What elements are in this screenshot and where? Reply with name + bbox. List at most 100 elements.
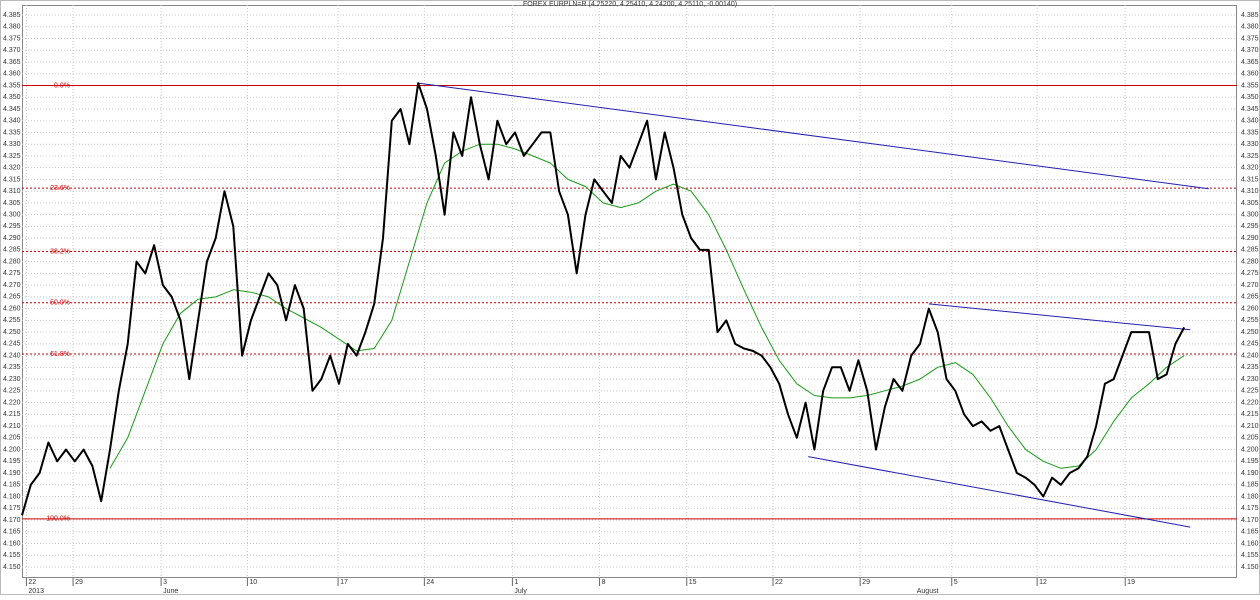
- y-tick-label-right: 4.200: [1241, 446, 1259, 453]
- y-tick-label-right: 4.220: [1241, 399, 1259, 406]
- y-tick-label: 4.180: [3, 493, 21, 500]
- y-tick-label: 4.345: [3, 106, 21, 113]
- y-tick-label: 4.175: [3, 505, 21, 512]
- y-tick-label-right: 4.195: [1241, 458, 1259, 465]
- y-tick-label: 4.290: [3, 235, 21, 242]
- y-tick-label: 4.360: [3, 71, 21, 78]
- y-tick-label: 4.265: [3, 294, 21, 301]
- y-tick-label-right: 4.225: [1241, 388, 1259, 395]
- y-tick-label: 4.155: [3, 552, 21, 559]
- y-tick-label-right: 4.165: [1241, 529, 1259, 536]
- x-tick-label: 22: [775, 579, 783, 586]
- x-tick-label: 5: [954, 579, 958, 586]
- y-tick-label: 4.210: [3, 423, 21, 430]
- x-tick-label: 3: [163, 579, 167, 586]
- y-tick-label-right: 4.375: [1241, 35, 1259, 42]
- y-tick-label: 4.340: [3, 118, 21, 125]
- y-tick-label-right: 4.335: [1241, 129, 1259, 136]
- y-tick-label: 4.255: [3, 317, 21, 324]
- y-tick-label-right: 4.355: [1241, 82, 1259, 89]
- x-tick-label: 8: [602, 579, 606, 586]
- y-tick-label-right: 4.210: [1241, 423, 1259, 430]
- y-tick-label: 4.275: [3, 270, 21, 277]
- y-tick-label-right: 4.170: [1241, 517, 1259, 524]
- y-tick-label-right: 4.320: [1241, 165, 1259, 172]
- y-tick-label: 4.250: [3, 329, 21, 336]
- y-tick-label-right: 4.185: [1241, 482, 1259, 489]
- y-tick-label: 4.310: [3, 188, 21, 195]
- y-tick-label: 4.365: [3, 59, 21, 66]
- y-tick-label-right: 4.265: [1241, 294, 1259, 301]
- y-tick-label: 4.385: [3, 12, 21, 19]
- price-line: [21, 82, 1186, 516]
- trend-line: [928, 303, 1191, 331]
- month-label: June: [163, 588, 178, 595]
- y-tick-label-right: 4.250: [1241, 329, 1259, 336]
- y-tick-label: 4.355: [3, 82, 21, 89]
- y-tick-label: 4.305: [3, 200, 21, 207]
- month-label: July: [514, 588, 527, 595]
- y-tick-label-right: 4.240: [1241, 352, 1259, 359]
- x-tick-label: 15: [689, 579, 697, 586]
- y-tick-label-right: 4.290: [1241, 235, 1259, 242]
- y-tick-label-right: 4.305: [1241, 200, 1259, 207]
- y-tick-label: 4.380: [3, 24, 21, 31]
- y-tick-label: 4.295: [3, 223, 21, 230]
- y-tick-label-right: 4.260: [1241, 305, 1259, 312]
- y-tick-label: 4.170: [3, 517, 21, 524]
- y-tick-label-right: 4.365: [1241, 59, 1259, 66]
- y-tick-label-right: 4.295: [1241, 223, 1259, 230]
- y-tick-label: 4.225: [3, 388, 21, 395]
- y-tick-label: 4.335: [3, 129, 21, 136]
- y-tick-label-right: 4.175: [1241, 505, 1259, 512]
- y-tick-label-right: 4.280: [1241, 258, 1259, 265]
- y-tick-label-right: 4.330: [1241, 141, 1259, 148]
- y-tick-label-right: 4.285: [1241, 247, 1259, 254]
- y-tick-label-right: 4.380: [1241, 24, 1259, 31]
- y-tick-label: 4.375: [3, 35, 21, 42]
- chart-title: FOREX EURPLN=R (4.25220, 4.25410, 4.2420…: [523, 1, 737, 8]
- y-tick-label: 4.320: [3, 165, 21, 172]
- x-tick-label: 1: [514, 579, 518, 586]
- y-tick-label: 4.315: [3, 176, 21, 183]
- y-tick-label-right: 4.385: [1241, 12, 1259, 19]
- y-tick-label: 4.240: [3, 352, 21, 359]
- y-tick-label: 4.150: [3, 564, 21, 571]
- y-tick-label: 4.270: [3, 282, 21, 289]
- y-tick-label: 4.285: [3, 247, 21, 254]
- y-tick-label-right: 4.155: [1241, 552, 1259, 559]
- x-tick-label: 24: [426, 579, 434, 586]
- y-tick-label: 4.280: [3, 258, 21, 265]
- y-tick-label-right: 4.315: [1241, 176, 1259, 183]
- fib-label: 38.2%: [50, 248, 70, 255]
- y-tick-label-right: 4.235: [1241, 364, 1259, 371]
- y-tick-label-right: 4.255: [1241, 317, 1259, 324]
- y-tick-label: 4.235: [3, 364, 21, 371]
- y-tick-label: 4.230: [3, 376, 21, 383]
- y-tick-label-right: 4.360: [1241, 71, 1259, 78]
- y-tick-label: 4.160: [3, 540, 21, 547]
- y-tick-label-right: 4.310: [1241, 188, 1259, 195]
- y-tick-label-right: 4.230: [1241, 376, 1259, 383]
- x-tick-label: 29: [862, 579, 870, 586]
- y-tick-label-right: 4.205: [1241, 435, 1259, 442]
- y-tick-label: 4.260: [3, 305, 21, 312]
- y-tick-label: 4.185: [3, 482, 21, 489]
- y-tick-label: 4.190: [3, 470, 21, 477]
- y-tick-label-right: 4.275: [1241, 270, 1259, 277]
- y-tick-label-right: 4.215: [1241, 411, 1259, 418]
- y-tick-label-right: 4.245: [1241, 341, 1259, 348]
- y-tick-label-right: 4.340: [1241, 118, 1259, 125]
- y-tick-label-right: 4.350: [1241, 94, 1259, 101]
- x-tick-label: 12: [1039, 579, 1047, 586]
- fib-label: 61.8%: [50, 351, 70, 358]
- fib-label: 50.0%: [50, 300, 70, 307]
- x-tick-label: 10: [249, 579, 257, 586]
- y-tick-label-right: 4.370: [1241, 47, 1259, 54]
- y-tick-label: 4.200: [3, 446, 21, 453]
- y-tick-label-right: 4.345: [1241, 106, 1259, 113]
- fib-label: 23.6%: [50, 185, 70, 192]
- y-tick-label-right: 4.300: [1241, 212, 1259, 219]
